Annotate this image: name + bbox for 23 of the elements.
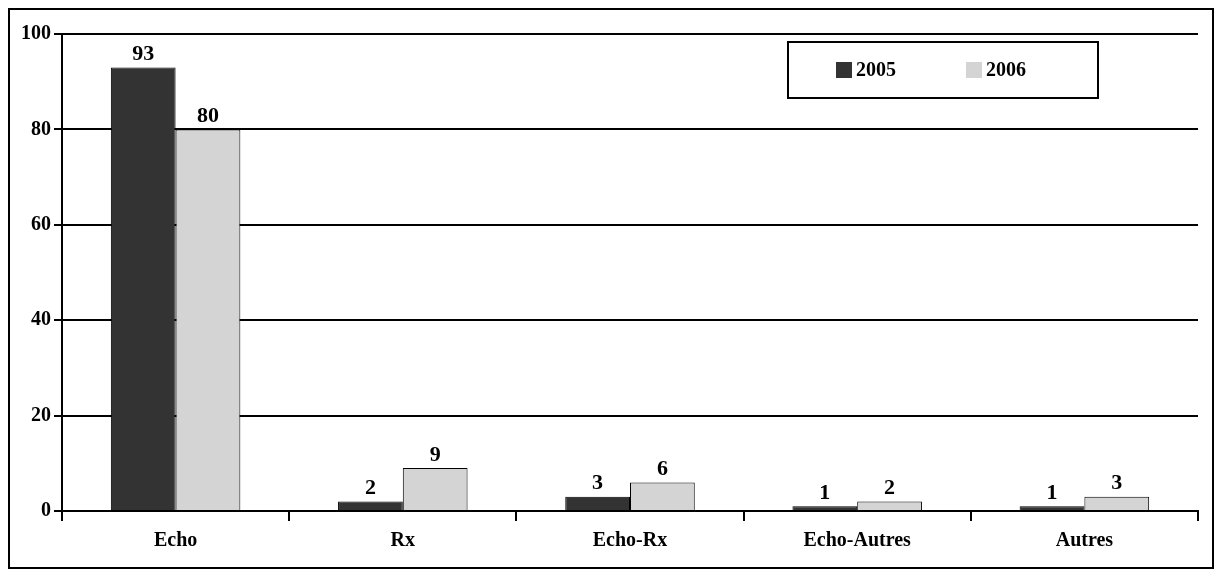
y-tick-label: 20 [31, 402, 51, 425]
y-tick-label: 60 [31, 211, 51, 234]
data-label: 3 [592, 469, 604, 495]
data-label: 93 [132, 40, 155, 66]
legend-label: 2006 [986, 58, 1026, 81]
x-tick-label: Echo-Rx [592, 528, 668, 551]
data-label: 2 [364, 474, 376, 500]
y-tick-label: 40 [31, 307, 51, 330]
data-label: 80 [196, 102, 219, 128]
data-label: 6 [656, 455, 668, 481]
x-tick-label: Rx [390, 528, 416, 551]
data-label: 3 [1111, 469, 1123, 495]
data-label: 9 [429, 440, 441, 466]
y-tick-label: 80 [31, 116, 51, 139]
y-tick-label: 0 [41, 498, 51, 521]
x-tick-label: Echo [153, 528, 198, 551]
data-label: 2 [884, 474, 896, 500]
legend-label: 2005 [856, 58, 896, 81]
y-tick-label: 100 [21, 21, 51, 44]
x-tick-label: Autres [1055, 528, 1114, 551]
data-label: 1 [1046, 478, 1058, 504]
x-tick-label: Echo-Autres [803, 528, 912, 551]
data-label: 1 [819, 478, 831, 504]
